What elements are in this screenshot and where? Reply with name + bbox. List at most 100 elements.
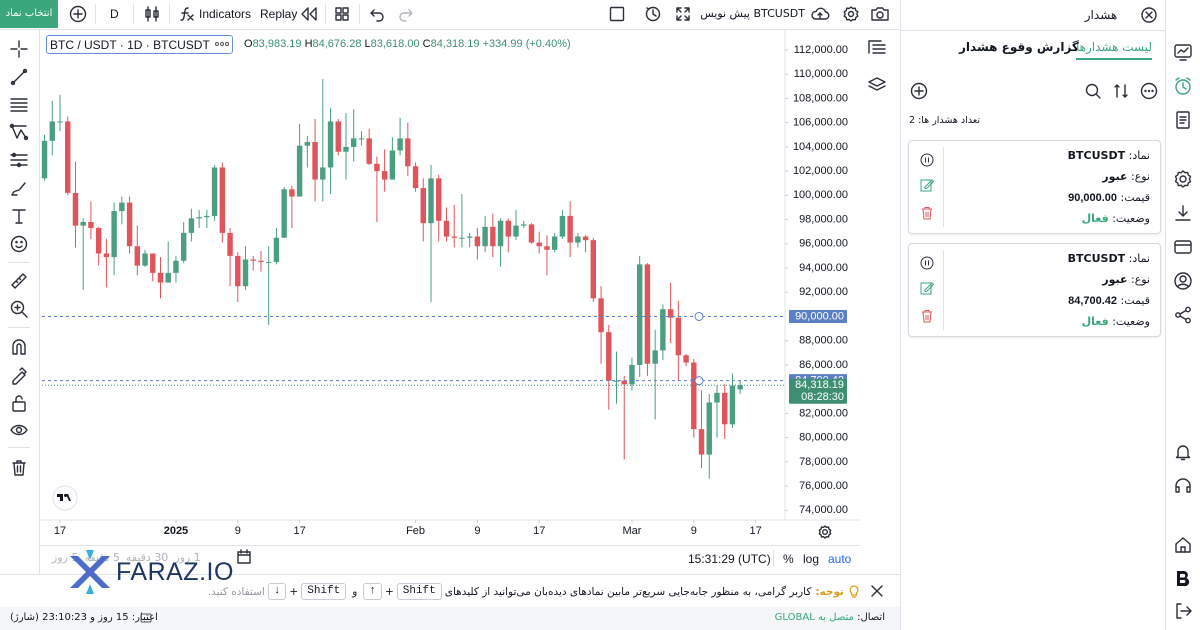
share-icon[interactable] — [1173, 305, 1193, 325]
edit-alert[interactable] — [920, 281, 934, 295]
candle-body — [227, 232, 233, 256]
axis-settings-icon[interactable] — [816, 523, 834, 541]
y-tick-label: 100,000.00 — [793, 189, 848, 201]
legend-value: 84,318.19 — [430, 38, 480, 50]
cloud-icon[interactable] — [809, 4, 831, 24]
alert-icon[interactable] — [644, 5, 662, 23]
home-icon[interactable] — [1173, 535, 1193, 555]
replay-button[interactable]: Replay — [260, 7, 298, 21]
layers-icon[interactable] — [866, 75, 888, 95]
replay-icon[interactable] — [299, 5, 319, 23]
chart: 74,000.00 76,000.00 78,000.00 80,000.00 82,0… — [40, 30, 860, 545]
alert-marker[interactable] — [694, 311, 704, 321]
candle-body — [72, 192, 79, 226]
symbol-button[interactable]: انتخاب نماد — [0, 0, 58, 28]
candle-body — [691, 362, 697, 430]
chart-background — [40, 30, 860, 545]
candle-body — [412, 166, 419, 189]
alert-field: نوع: عبور — [1102, 170, 1150, 183]
candle-body — [405, 138, 411, 167]
candle-body — [528, 224, 535, 243]
add-symbol-icon[interactable] — [69, 5, 87, 23]
timeframe[interactable]: 1 روز — [174, 551, 201, 564]
settings-side-icon[interactable] — [1173, 169, 1193, 189]
chart-type-icon[interactable] — [143, 5, 161, 23]
support-icon[interactable] — [1173, 476, 1193, 496]
pattern-tool[interactable] — [9, 122, 29, 142]
pause-alert[interactable] — [920, 256, 934, 270]
undo-icon[interactable] — [368, 5, 386, 23]
more-icon[interactable] — [215, 41, 229, 47]
field-value: فعال — [1081, 212, 1109, 225]
candle-body — [65, 121, 71, 193]
delete-alert[interactable] — [920, 309, 934, 323]
close-notice[interactable] — [870, 584, 884, 598]
settings-icon[interactable] — [842, 5, 860, 23]
indicators-button[interactable]: Indicators — [199, 7, 252, 21]
layout-icon[interactable] — [333, 5, 351, 23]
close-panel[interactable] — [1141, 7, 1157, 23]
legend-value: 83,618.00 — [370, 38, 420, 50]
expand-icon[interactable] — [674, 5, 692, 23]
logout-icon[interactable] — [1173, 601, 1193, 621]
user-icon[interactable] — [1173, 271, 1193, 291]
card-icon[interactable] — [1173, 237, 1193, 257]
hide-tool[interactable] — [9, 420, 29, 440]
candle-body — [737, 385, 743, 390]
timeframe[interactable]: 30 دقیقه — [125, 551, 169, 564]
candle-body — [722, 392, 728, 425]
fullscreen-toggle-icon[interactable] — [608, 5, 626, 23]
search-icon[interactable] — [1084, 82, 1102, 100]
candle-body — [150, 253, 156, 273]
pause-alert[interactable] — [920, 153, 934, 167]
fib-tool[interactable] — [9, 95, 29, 115]
candle-body — [196, 217, 202, 219]
indicators-icon[interactable] — [178, 5, 196, 23]
delete-alert[interactable] — [920, 206, 934, 220]
alerts-icon[interactable] — [1173, 76, 1193, 96]
magnet-tool[interactable] — [9, 337, 29, 357]
tab[interactable]: گزارش وقوع هشدار — [959, 40, 1079, 54]
add-alert[interactable] — [910, 82, 928, 100]
alert-marker[interactable] — [694, 376, 704, 386]
ruler-tool[interactable] — [9, 271, 29, 291]
notes-icon[interactable] — [1173, 110, 1193, 130]
watchlist-icon[interactable] — [1173, 42, 1193, 62]
delete-tool[interactable] — [9, 458, 29, 478]
candle-body — [219, 167, 226, 233]
log-toggle[interactable]: log — [803, 552, 820, 566]
brand-b[interactable] — [1175, 569, 1191, 589]
y-tick-label: 76,000.00 — [799, 480, 848, 492]
alert-field: وضعیت: فعال — [1082, 315, 1150, 328]
redo-icon[interactable] — [397, 5, 415, 23]
emoji-tool[interactable] — [9, 234, 29, 254]
object-tree-icon[interactable] — [866, 38, 888, 58]
symbol-box[interactable]: BTC / USDT · 1D · BTCUSDT — [46, 35, 233, 54]
percent-toggle[interactable]: % — [783, 552, 794, 566]
notice-bar: توجه: کاربر گرامی، به منظور جابه‌جایی سر… — [0, 574, 900, 608]
brush-tool[interactable] — [9, 179, 29, 199]
prediction-tool[interactable] — [9, 150, 29, 170]
stay-in-draw-tool[interactable] — [9, 365, 29, 385]
download-icon[interactable] — [1173, 203, 1193, 223]
menu-icon[interactable] — [1140, 82, 1158, 100]
zoom-tool[interactable] — [9, 299, 29, 319]
y-tick-label: 78,000.00 — [799, 456, 848, 468]
sort-icon[interactable] — [1112, 82, 1130, 100]
text-tool[interactable] — [9, 206, 29, 226]
lock-tool[interactable] — [9, 393, 29, 413]
trendline-tool[interactable] — [9, 67, 29, 87]
notifications-icon[interactable] — [1173, 442, 1193, 462]
tab-active[interactable]: لیست هشدارها — [1076, 40, 1153, 60]
edit-alert[interactable] — [920, 178, 934, 192]
candle-body — [567, 215, 573, 243]
candle-body — [698, 429, 705, 455]
legend-key: C — [422, 38, 431, 50]
candle-body — [111, 211, 117, 258]
candle-body — [551, 236, 558, 250]
interval[interactable]: D — [110, 7, 119, 21]
auto-toggle[interactable]: auto — [828, 552, 852, 566]
snapshot-icon[interactable] — [870, 5, 890, 23]
date-range-icon[interactable] — [235, 548, 253, 566]
crosshair-tool[interactable] — [9, 39, 29, 59]
